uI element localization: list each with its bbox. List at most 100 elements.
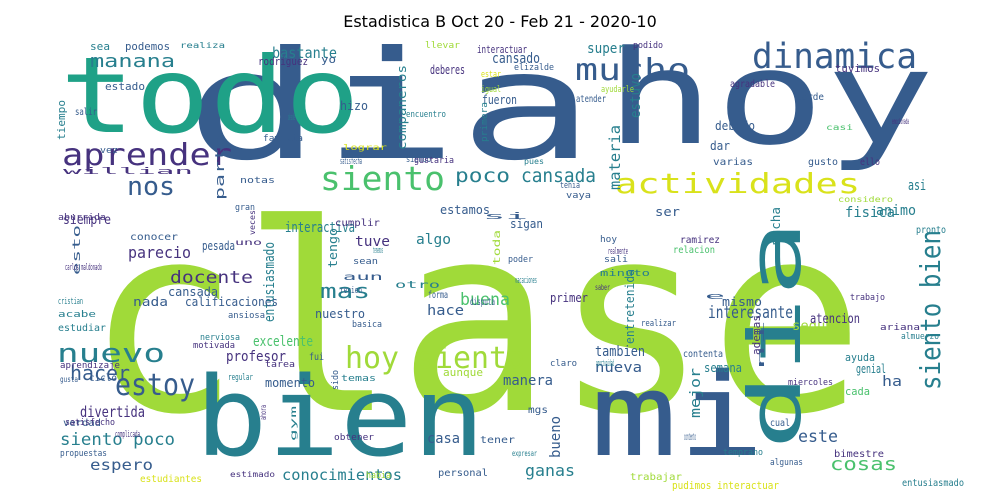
word-calificaciones: calificaciones (185, 295, 278, 309)
word-animo: animo (876, 203, 916, 219)
word-carlos-maldonado: carlos maldonado (65, 263, 102, 273)
word-pues: pues (524, 157, 544, 166)
word-nuestro: nuestro (315, 307, 365, 321)
word-yo: yo (321, 53, 336, 66)
word-casa: casa (427, 431, 460, 447)
word-familia: familia (263, 134, 303, 144)
word-emocionada: emocionada (892, 117, 909, 126)
word-tarea: tarea (265, 360, 295, 370)
word-gran: gran (235, 203, 255, 213)
word-mismo: mismo (722, 295, 762, 309)
word-ademas: ademas (750, 315, 763, 355)
word-almuerzo: almuerzo (901, 332, 939, 342)
word-uno: uno (235, 238, 262, 247)
word-tarde: tarde (796, 92, 824, 103)
word-desde: desde (288, 113, 295, 123)
word-estado: estado (105, 80, 145, 93)
word-aunque: aunque (443, 366, 483, 379)
word-divertida: divertida (80, 403, 145, 421)
word-atender: atender (576, 94, 606, 105)
word-dia: dia (733, 220, 817, 450)
word-hizo: hizo (340, 99, 368, 113)
word-ciclo: ciclo (89, 373, 117, 384)
word-cristian: cristian (58, 297, 83, 307)
word-ha: ha (882, 374, 902, 390)
word-claro: claro (550, 359, 577, 369)
word-clase: clase (85, 170, 865, 472)
word-casi: casi (826, 123, 853, 132)
word-estamos: estamos (440, 203, 490, 217)
word-e: e (705, 292, 725, 302)
word-motivada: motivada (193, 341, 235, 351)
word-estudiar: estudiar (58, 323, 106, 334)
word-otro: otro (395, 280, 440, 291)
word-relacion: relacion (673, 245, 715, 256)
word-toda: toda (492, 230, 503, 265)
word-docente: docente (170, 268, 253, 288)
word-sido: sido (331, 370, 341, 390)
word-verdad: verdad (63, 418, 101, 429)
word-oportunidad: oportunidad (596, 359, 614, 369)
word-hacer: hacer (70, 361, 130, 385)
word-seguir: seguir (792, 319, 842, 334)
word-actividades: actividades (615, 167, 860, 200)
word-espero: espero (90, 456, 153, 474)
word-ariana: ariana (880, 323, 920, 333)
word-debido: debido (715, 119, 755, 133)
word-cual: cual (770, 418, 790, 429)
word-dar: dar (710, 139, 730, 153)
word-bien: bien (195, 353, 485, 481)
word-temprano: temprano (723, 448, 763, 458)
word-sali: sali (604, 255, 628, 265)
word-mejor: mejor (688, 368, 704, 418)
word-tuvimos: tuvimos (835, 62, 880, 75)
word-nueva: nueva (595, 360, 642, 376)
word-sea: sea (90, 40, 110, 53)
word-fui: fui (309, 352, 324, 363)
word-atencion: atencion (810, 312, 860, 327)
word-companeros: companeros (395, 65, 409, 150)
word-manana: manana (90, 51, 175, 72)
word-considero: considero (838, 195, 893, 204)
word-complicada: complicada (115, 430, 140, 440)
word-cosas: cosas (830, 454, 897, 475)
word-estuvo: estuvo (628, 73, 644, 118)
word-interesante: interesante (708, 303, 793, 323)
word-algunas: algunas (770, 458, 803, 468)
word-siempre: siempre (63, 213, 111, 228)
word-tambien: tambien (595, 344, 645, 360)
word-conocer: conocer (130, 232, 178, 243)
word-nuevo: nuevo (57, 339, 165, 369)
word-temas: temas (341, 374, 376, 384)
word-aprender: aprender (62, 138, 232, 173)
word-hoy-siento: hoy siento (345, 341, 525, 376)
word-mucho: mucho (575, 53, 690, 88)
word-saber: saber (595, 283, 610, 292)
word-siendo: siendo (406, 155, 431, 165)
word-contenta: contenta (683, 349, 723, 360)
word-tuve: tuve (355, 234, 390, 250)
word-tiempo: tiempo (55, 100, 68, 140)
word-siento: siento (320, 159, 445, 198)
word-aprendizaje: aprendizaje (60, 361, 120, 371)
word-vez: vez (100, 146, 118, 156)
word-satisfecha: satisfecha (340, 157, 362, 167)
word-manera: manera (503, 373, 553, 389)
word-parte: parte (213, 135, 227, 200)
word-mucha: mucha (769, 207, 783, 245)
word-genial: genial (856, 362, 886, 376)
chart-title: Estadistica B Oct 20 - Feb 21 - 2020-10 (343, 12, 657, 31)
word-interactuar: interactuar (477, 43, 527, 56)
word-realizar: realizar (641, 319, 676, 329)
word-nos: nos (127, 172, 175, 202)
word-super: super (587, 41, 625, 57)
word-podemos: podemos (125, 40, 170, 53)
word-agradable: agradable (730, 79, 775, 90)
word-entusiasmado: entusiasmado (902, 478, 964, 489)
word-esto: esto (70, 225, 83, 275)
word-forma: forma (428, 290, 448, 301)
word-pudimos-interactuar: pudimos interactuar (672, 479, 779, 492)
word-deberes: deberes (430, 63, 465, 77)
word-primer: primer (550, 291, 588, 305)
